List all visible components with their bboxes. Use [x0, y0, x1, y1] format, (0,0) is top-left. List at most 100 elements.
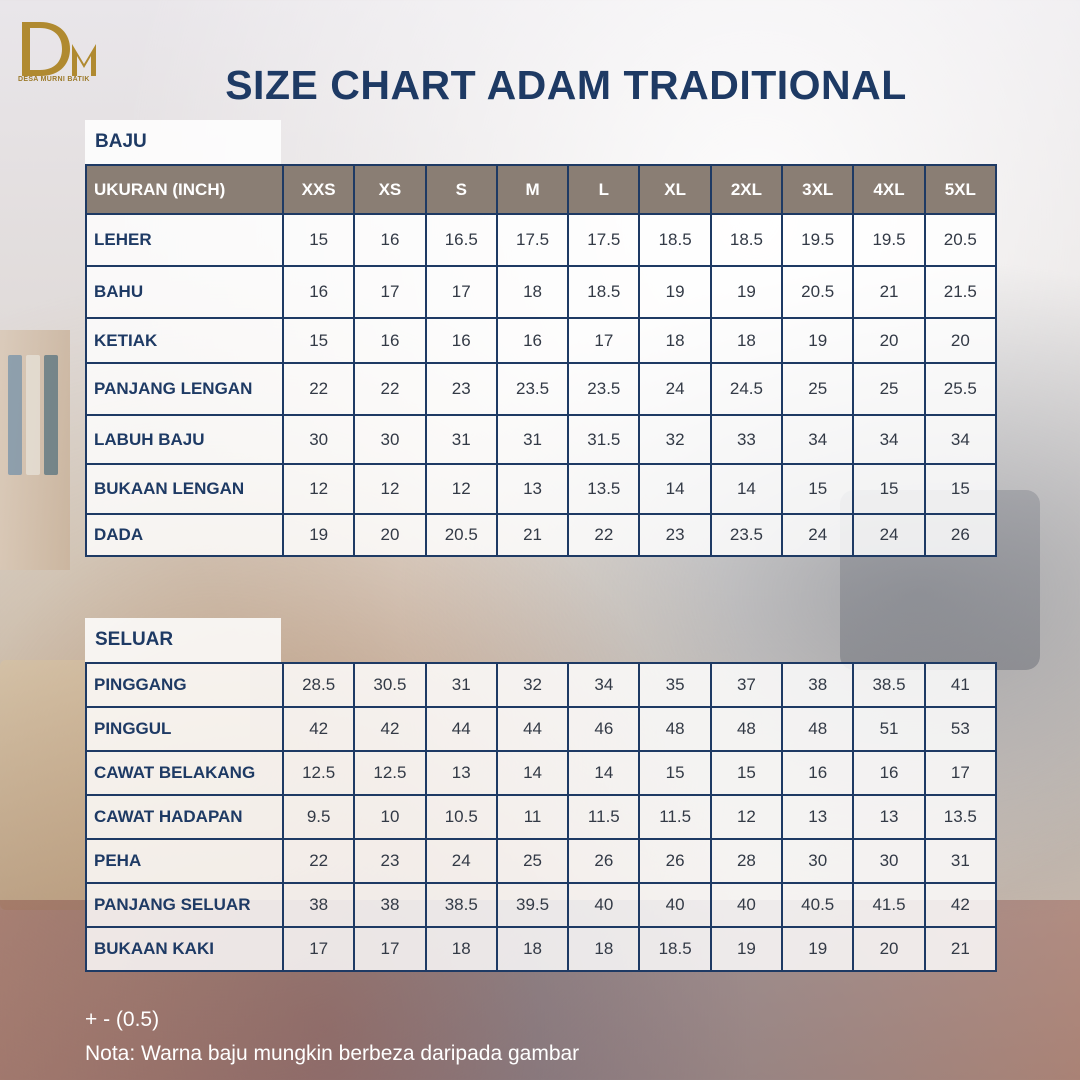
measurement-cell: 42 [353, 706, 427, 752]
measurement-cell: 9.5 [281, 794, 356, 840]
measurement-cell: 42 [923, 882, 997, 928]
measurement-cell: 18.5 [709, 213, 784, 267]
table-row: BAHU 16 17 17 18 18.5 19 19 20.5 21 21.5 [85, 265, 997, 319]
row-label-cell: DADA [85, 513, 284, 557]
measurement-cell: 12 [424, 463, 498, 515]
measurement-cell: 20.5 [424, 513, 498, 557]
header-cell-size: 2XL [709, 164, 784, 215]
background-book [26, 355, 40, 475]
measurement-cell: 15 [281, 213, 356, 267]
table-header-row: UKURAN (INCH) XXS XS S M L XL 2XL 3XL 4X… [85, 164, 997, 215]
measurement-cell: 15 [709, 750, 784, 796]
measurement-cell: 18.5 [638, 213, 712, 267]
measurement-cell: 19 [709, 265, 784, 319]
measurement-cell: 16 [281, 265, 356, 319]
measurement-cell: 40 [709, 882, 784, 928]
measurement-cell: 31 [424, 662, 498, 708]
measurement-cell: 35 [638, 662, 712, 708]
measurement-cell: 26 [638, 838, 712, 884]
measurement-cell: 23 [353, 838, 427, 884]
header-cell-size: 5XL [923, 164, 997, 215]
row-label-cell: KETIAK [85, 317, 284, 364]
header-cell-size: XS [353, 164, 427, 215]
measurement-cell: 42 [281, 706, 356, 752]
measurement-cell: 24 [781, 513, 855, 557]
measurement-cell: 18 [709, 317, 784, 364]
section-label-baju: BAJU [85, 120, 281, 164]
measurement-cell: 19 [709, 926, 784, 972]
measurement-cell: 22 [353, 362, 427, 416]
measurement-cell: 44 [495, 706, 570, 752]
measurement-cell: 24 [424, 838, 498, 884]
measurement-cell: 16 [781, 750, 855, 796]
measurement-cell: 16 [852, 750, 926, 796]
measurement-cell: 34 [923, 414, 997, 465]
measurement-cell: 34 [852, 414, 926, 465]
measurement-cell: 16 [353, 213, 427, 267]
row-label-cell: CAWAT BELAKANG [85, 750, 284, 796]
measurement-cell: 18 [424, 926, 498, 972]
header-cell-size: S [424, 164, 498, 215]
header-cell-size: L [567, 164, 641, 215]
measurement-cell: 41 [923, 662, 997, 708]
measurement-cell: 22 [281, 362, 356, 416]
measurement-cell: 13 [495, 463, 570, 515]
measurement-cell: 19 [781, 926, 855, 972]
row-label-cell: PANJANG SELUAR [85, 882, 284, 928]
measurement-cell: 13 [852, 794, 926, 840]
measurement-cell: 19 [781, 317, 855, 364]
measurement-cell: 16 [495, 317, 570, 364]
measurement-cell: 19 [638, 265, 712, 319]
measurement-cell: 17 [353, 265, 427, 319]
row-label-cell: BUKAAN LENGAN [85, 463, 284, 515]
page-title: SIZE CHART ADAM TRADITIONAL [225, 62, 907, 108]
measurement-cell: 20.5 [781, 265, 855, 319]
brand-logo [22, 22, 96, 76]
measurement-cell: 41.5 [852, 882, 926, 928]
measurement-cell: 28 [709, 838, 784, 884]
measurement-cell: 30 [852, 838, 926, 884]
measurement-cell: 25.5 [923, 362, 997, 416]
measurement-cell: 40 [567, 882, 641, 928]
measurement-cell: 23.5 [709, 513, 784, 557]
measurement-cell: 13.5 [923, 794, 997, 840]
measurement-cell: 11.5 [567, 794, 641, 840]
measurement-cell: 38.5 [852, 662, 926, 708]
table-row: PANJANG LENGAN 22 22 23 23.5 23.5 24 24.5 25 25 25… [85, 362, 997, 416]
measurement-cell: 10 [353, 794, 427, 840]
measurement-cell: 30 [353, 414, 427, 465]
measurement-cell: 21.5 [923, 265, 997, 319]
measurement-cell: 30 [281, 414, 356, 465]
measurement-cell: 15 [923, 463, 997, 515]
header-cell-size: M [495, 164, 570, 215]
background-book [8, 355, 22, 475]
measurement-cell: 12 [281, 463, 356, 515]
table-row: LEHER 15 16 16.5 17.5 17.5 18.5 18.5 19.5 19.5 20.… [85, 213, 997, 267]
measurement-cell: 44 [424, 706, 498, 752]
measurement-cell: 20 [923, 317, 997, 364]
measurement-cell: 30 [781, 838, 855, 884]
measurement-cell: 31.5 [567, 414, 641, 465]
measurement-cell: 24 [852, 513, 926, 557]
row-label-cell: BUKAAN KAKI [85, 926, 284, 972]
seluar-size-table: PINGGANG 28.5 30.5 31 32 34 35 37 38 38.5 41 PINGGU… [85, 662, 997, 972]
measurement-cell: 31 [923, 838, 997, 884]
measurement-cell: 23.5 [567, 362, 641, 416]
measurement-cell: 25 [781, 362, 855, 416]
measurement-cell: 18 [495, 265, 570, 319]
measurement-cell: 32 [495, 662, 570, 708]
measurement-cell: 11 [495, 794, 570, 840]
table-row: KETIAK 15 16 16 16 17 18 18 19 20 20 [85, 317, 997, 364]
measurement-cell: 30.5 [353, 662, 427, 708]
header-cell-size: XXS [281, 164, 356, 215]
measurement-cell: 18.5 [567, 265, 641, 319]
measurement-cell: 14 [638, 463, 712, 515]
measurement-cell: 22 [281, 838, 356, 884]
header-cell-size: 4XL [852, 164, 926, 215]
measurement-cell: 20 [852, 317, 926, 364]
measurement-cell: 13 [781, 794, 855, 840]
measurement-cell: 48 [781, 706, 855, 752]
measurement-cell: 28.5 [281, 662, 356, 708]
table-row: PINGGUL 42 42 44 44 46 48 48 48 51 53 [85, 706, 997, 752]
header-cell-ukuran: UKURAN (INCH) [85, 164, 284, 215]
